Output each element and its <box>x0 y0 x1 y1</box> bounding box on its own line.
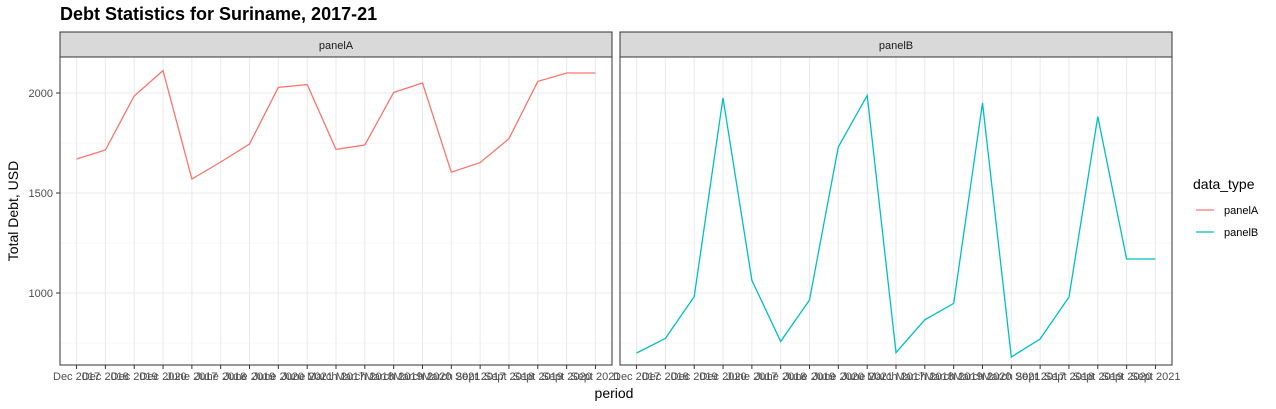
x-tick-label: Sept 2020 <box>1102 371 1152 383</box>
x-tick-label: June 2019 <box>224 371 275 383</box>
x-tick-label: March 2020 <box>953 371 1011 383</box>
x-tick-label: March 2021 <box>982 371 1040 383</box>
y-tick-label: 1500 <box>29 188 53 200</box>
legend-title: data_type <box>1193 176 1255 192</box>
x-tick-label: March 2017 <box>867 371 925 383</box>
x-tick-label: March 2019 <box>365 371 423 383</box>
x-tick-label: Dec 2019 <box>111 371 158 383</box>
x-tick-label: June 2018 <box>195 371 246 383</box>
x-tick-label: June 2021 <box>841 371 892 383</box>
x-tick-label: Dec 2018 <box>82 371 129 383</box>
x-tick-label: Sept 2021 <box>1130 371 1180 383</box>
x-axis-title: period <box>595 385 634 401</box>
panel-b-strip <box>619 31 1173 58</box>
x-tick-label: June 2020 <box>813 371 864 383</box>
x-tick-label: March 2019 <box>925 371 983 383</box>
y-tick-label: 1000 <box>29 288 53 300</box>
x-tick-label: Dec 2018 <box>642 371 689 383</box>
panel-a-strip-label: panelA <box>319 40 354 52</box>
x-tick-label: Sept 2018 <box>484 371 534 383</box>
x-tick-label: March 2017 <box>307 371 365 383</box>
panel-b-strip-label: panelB <box>879 40 913 52</box>
legend: data_type panelA panelB <box>1193 176 1259 239</box>
x-tick-label: March 2020 <box>393 371 451 383</box>
x-tick-label: Sept 2018 <box>1044 371 1094 383</box>
x-tick-label: Sept 2021 <box>570 371 620 383</box>
panel-b-series-line <box>636 93 1156 359</box>
x-tick-label: Sept 2019 <box>513 371 563 383</box>
y-axis: 1000 1500 2000 <box>29 88 60 300</box>
x-tick-label: March 2018 <box>336 371 394 383</box>
y-axis-title: Total Debt, USD <box>5 161 21 261</box>
y-tick-label: 2000 <box>29 88 53 100</box>
x-tick-label: Sept 2020 <box>542 371 592 383</box>
x-tick-label: June 2017 <box>726 371 777 383</box>
x-tick-label: Dec 2020 <box>699 371 746 383</box>
panel-a-series-line <box>76 69 596 180</box>
panel-a-gridlines <box>60 57 612 365</box>
x-tick-label: March 2018 <box>896 371 954 383</box>
x-tick-label: June 2018 <box>755 371 806 383</box>
panel-a-strip <box>59 31 613 58</box>
legend-label-panelb: panelB <box>1224 227 1258 239</box>
x-tick-label: June 2020 <box>253 371 304 383</box>
x-tick-label: Dec 2019 <box>671 371 718 383</box>
x-tick-label: Dec 2017 <box>53 371 100 383</box>
x-tick-label: Dec 2020 <box>139 371 186 383</box>
x-tick-label: Sept 2017 <box>1015 371 1065 383</box>
x-tick-label: June 2021 <box>281 371 332 383</box>
panel-b-gridlines <box>620 57 1172 365</box>
x-tick-label: June 2017 <box>166 371 217 383</box>
x-tick-label: Sept 2019 <box>1073 371 1123 383</box>
x-tick-label: Sept 2017 <box>455 371 505 383</box>
legend-label-panela: panelA <box>1224 205 1259 217</box>
x-tick-label: March 2021 <box>422 371 480 383</box>
x-tick-label: June 2019 <box>784 371 835 383</box>
x-tick-label: Dec 2017 <box>613 371 660 383</box>
chart-title: Debt Statistics for Suriname, 2017-21 <box>60 4 377 24</box>
